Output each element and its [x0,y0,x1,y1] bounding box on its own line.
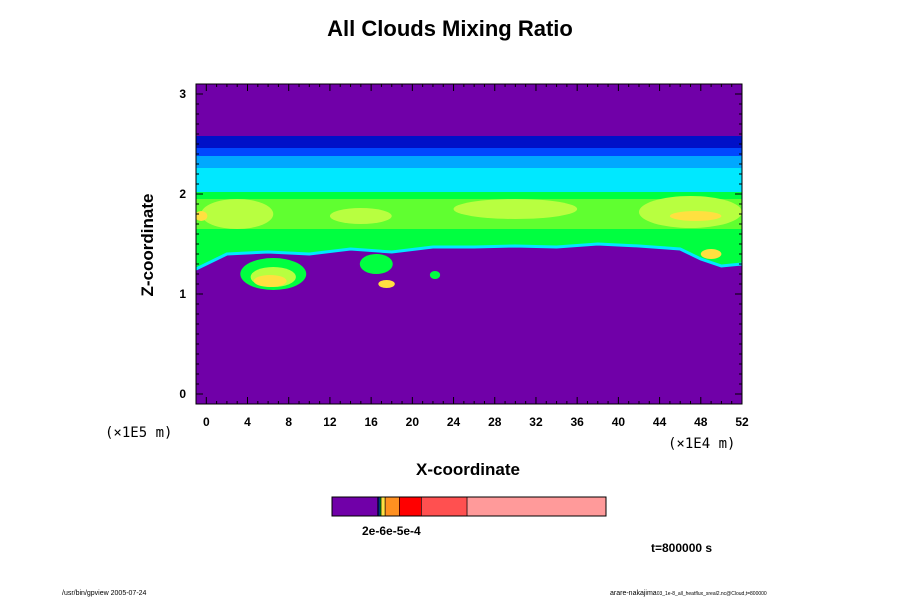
x-tick-label: 20 [406,415,420,429]
cloud-blob-11 [329,208,392,224]
cloud-blob-9 [700,249,722,259]
x-tick-label: 36 [570,415,584,429]
cloud-band-1 [196,148,742,156]
x-axis-label: X-coordinate [416,460,520,479]
heatmap-field [196,84,742,404]
footer-right: arare-nakajima03_1e-8_all_heatflux_sreal… [610,590,767,597]
x-tick-label: 44 [653,415,667,429]
colorbar-frame [331,496,607,517]
colorbar-tick-labels: 2e-6e-5e-4 [362,524,421,538]
cloud-base-edge [196,242,742,271]
cloud-blob-10 [453,199,578,219]
chart-title: All Clouds Mixing Ratio [327,16,573,41]
x-tick-label: 4 [244,415,251,429]
cloud-blob-5 [429,271,441,279]
footer-left: /usr/bin/gpview 2005-07-24 [62,590,147,597]
cloud-blob-2 [253,275,287,287]
x-tick-label: 40 [612,415,626,429]
cloud-blob-8 [669,211,722,221]
x-tick-label: 16 [364,415,378,429]
colorbar-segment-8 [466,496,607,517]
y-axis-unit: (×1E5 m) [105,425,173,441]
cloud-blob-6 [201,199,274,229]
cloud-band-0 [196,136,742,148]
x-tick-label: 48 [694,415,708,429]
footer-right-small: 03_1e-8_all_heatflux_sreal2.nc@Cloud,t=8… [656,591,767,597]
x-tick-label: 8 [285,415,292,429]
cloud-band-2 [196,156,742,168]
colorbar-segment-6 [399,496,422,517]
y-tick-label: 1 [179,287,186,301]
colorbar-segment-5 [384,496,400,517]
y-tick-label: 3 [179,87,186,101]
cloud-blob-4 [378,280,395,288]
colorbar-segment-4 [380,496,386,517]
x-tick-label: 28 [488,415,502,429]
colorbar-segment-0 [331,496,379,517]
cloud-band-4 [196,168,742,192]
cloud-blob-12 [196,211,208,221]
y-tick-label: 2 [179,187,186,201]
x-tick-label: 24 [447,415,461,429]
cloud-blob-3 [359,254,393,274]
x-tick-label: 0 [203,415,210,429]
y-tick-label: 0 [179,387,186,401]
x-tick-label: 32 [529,415,543,429]
x-tick-label: 52 [735,415,749,429]
footer-right-main: arare-nakajima [610,590,657,597]
x-tick-label: 12 [323,415,337,429]
x-axis-unit: (×1E4 m) [668,436,736,452]
time-label: t=800000 s [651,541,713,555]
colorbar-segment-7 [421,496,468,517]
